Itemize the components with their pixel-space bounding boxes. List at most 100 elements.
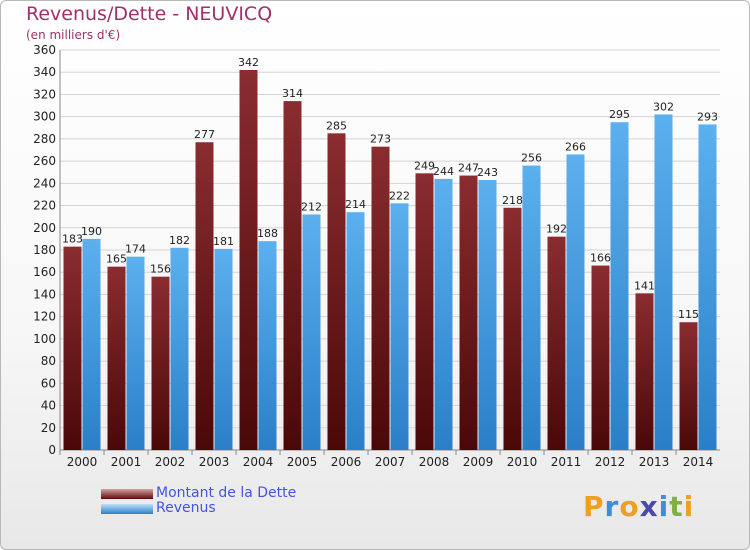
bar-dette: [503, 207, 522, 450]
x-tick-label: 2012: [595, 455, 626, 469]
bar-revenus: [302, 214, 321, 450]
proxiti-logo: Proxiti: [583, 490, 694, 523]
bar-revenus: [170, 247, 189, 450]
x-tick-label: 2005: [287, 455, 318, 469]
x-tick-label: 2014: [683, 455, 714, 469]
legend-label-revenus: Revenus: [156, 500, 216, 516]
y-tick-label: 40: [41, 399, 56, 413]
y-tick-label: 20: [41, 421, 56, 435]
x-tick-label: 2003: [199, 455, 230, 469]
bar-dette: [371, 146, 390, 450]
legend-swatch-dette: [101, 489, 153, 499]
data-label-revenus: 181: [213, 235, 234, 248]
y-tick-label: 180: [33, 243, 56, 257]
x-tick-label: 2011: [551, 455, 582, 469]
y-tick-label: 260: [33, 154, 56, 168]
bar-revenus: [82, 238, 101, 450]
data-label-revenus: 243: [477, 166, 498, 179]
data-label-dette: 156: [150, 263, 171, 276]
x-tick-label: 2006: [331, 455, 362, 469]
y-tick-label: 140: [33, 287, 56, 301]
x-tick-label: 2002: [155, 455, 186, 469]
y-tick-label: 160: [33, 265, 56, 279]
chart-subtitle: (en milliers d'€): [26, 28, 121, 42]
data-label-revenus: 295: [609, 108, 630, 121]
data-label-revenus: 256: [521, 152, 542, 165]
data-label-revenus: 212: [301, 200, 322, 213]
bar-dette: [547, 236, 566, 450]
data-label-revenus: 266: [565, 140, 586, 153]
bar-revenus: [522, 165, 541, 451]
bar-revenus: [610, 122, 629, 450]
data-label-revenus: 222: [389, 189, 410, 202]
data-label-dette: 192: [546, 223, 567, 236]
legend-label-dette: Montant de la Dette: [156, 485, 297, 501]
data-label-revenus: 302: [653, 100, 674, 113]
legend-swatch-revenus: [101, 504, 153, 514]
data-label-revenus: 188: [257, 227, 278, 240]
bar-dette: [415, 173, 434, 451]
bar-revenus: [214, 248, 233, 450]
y-tick-label: 60: [41, 376, 56, 390]
data-label-dette: 314: [282, 87, 303, 100]
data-label-dette: 247: [458, 162, 479, 175]
logo-letter: i: [658, 490, 670, 523]
logo-letter: r: [604, 490, 620, 523]
data-label-revenus: 182: [169, 234, 190, 247]
bar-dette: [635, 293, 654, 450]
x-tick-label: 2004: [243, 455, 274, 469]
bar-dette: [151, 276, 170, 450]
data-label-dette: 165: [106, 253, 127, 266]
bar-dette: [107, 266, 126, 450]
y-tick-label: 0: [48, 443, 56, 457]
y-tick-label: 80: [41, 354, 56, 368]
data-label-dette: 218: [502, 194, 523, 207]
x-tick-label: 2013: [639, 455, 670, 469]
data-label-dette: 273: [370, 133, 391, 146]
bar-revenus: [126, 256, 145, 450]
bar-dette: [195, 142, 214, 450]
logo-letter: o: [619, 490, 640, 523]
x-tick-label: 2007: [375, 455, 406, 469]
data-label-dette: 249: [414, 159, 435, 172]
data-label-revenus: 244: [433, 165, 454, 178]
bar-dette: [591, 265, 610, 450]
chart-title: Revenus/Dette - NEUVICQ: [26, 3, 273, 25]
logo-letter: P: [583, 490, 605, 523]
x-tick-label: 2001: [111, 455, 142, 469]
y-tick-label: 100: [33, 332, 56, 346]
bar-dette: [239, 70, 258, 450]
data-label-dette: 285: [326, 119, 347, 132]
bar-revenus: [478, 180, 497, 450]
bar-dette: [283, 101, 302, 450]
x-tick-label: 2008: [419, 455, 450, 469]
y-tick-label: 340: [33, 65, 56, 79]
bar-revenus: [390, 203, 409, 450]
y-tick-label: 200: [33, 221, 56, 235]
y-tick-label: 120: [33, 310, 56, 324]
data-label-revenus: 174: [125, 243, 146, 256]
logo-letter: i: [683, 490, 695, 523]
bar-dette: [63, 246, 82, 450]
data-label-dette: 183: [62, 233, 83, 246]
data-label-dette: 277: [194, 128, 215, 141]
x-tick-label: 2010: [507, 455, 538, 469]
bar-dette: [679, 322, 698, 450]
x-tick-label: 2009: [463, 455, 494, 469]
bar-revenus: [698, 124, 717, 450]
data-label-dette: 141: [634, 279, 655, 292]
y-tick-label: 320: [33, 87, 56, 101]
x-tick-label: 2000: [67, 455, 98, 469]
y-tick-label: 360: [33, 43, 56, 57]
y-tick-label: 300: [33, 110, 56, 124]
data-label-dette: 166: [590, 252, 611, 265]
logo-letter: t: [669, 490, 684, 523]
bar-revenus: [566, 154, 585, 450]
data-label-revenus: 214: [345, 198, 366, 211]
bar-revenus: [346, 212, 365, 450]
data-label-revenus: 190: [81, 225, 102, 238]
data-label-revenus: 293: [697, 110, 718, 123]
bar-dette: [327, 133, 346, 451]
bar-revenus: [258, 241, 277, 450]
